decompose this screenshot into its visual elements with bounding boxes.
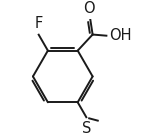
Text: F: F — [35, 16, 43, 31]
Text: S: S — [82, 121, 91, 136]
Text: OH: OH — [109, 28, 131, 43]
Text: O: O — [83, 1, 95, 16]
